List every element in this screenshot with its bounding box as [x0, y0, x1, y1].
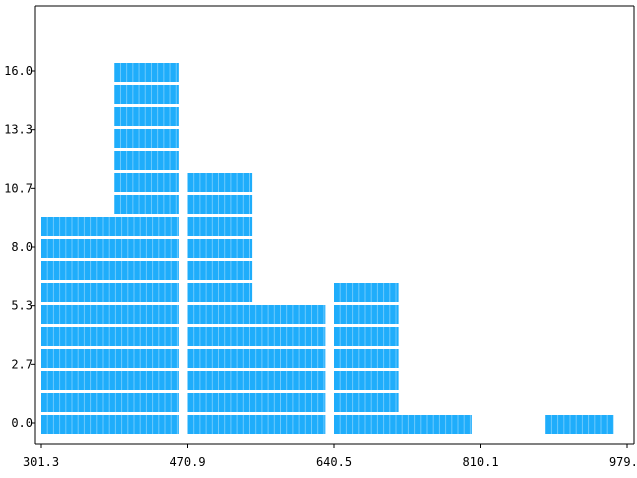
- y-tick-label: 0.0: [11, 416, 33, 430]
- bar-segment: [187, 261, 253, 280]
- bar-segment-fill: [334, 415, 472, 434]
- bar-segment: [114, 63, 179, 82]
- bars: [41, 63, 614, 434]
- bar-segment: [41, 327, 179, 346]
- bar-segment: [114, 173, 179, 192]
- bar-segment-fill: [114, 151, 179, 170]
- bar-segment-fill: [545, 415, 614, 434]
- bar-segment: [41, 305, 179, 324]
- bar-segment: [187, 415, 326, 434]
- bar-segment-fill: [187, 349, 326, 368]
- bar-segment-fill: [187, 393, 326, 412]
- bar-segment-fill: [187, 371, 326, 390]
- bar-segment: [187, 195, 253, 214]
- bar-segment: [187, 393, 326, 412]
- bar-segment: [41, 239, 179, 258]
- bar-segment-fill: [187, 239, 253, 258]
- y-tick-label: 8.0: [11, 240, 33, 254]
- x-tick-label: 470.9: [169, 455, 205, 469]
- bar-segment-fill: [187, 217, 253, 236]
- bar-segment-fill: [187, 415, 326, 434]
- bar-segment-fill: [114, 129, 179, 148]
- y-tick-label: 5.3: [11, 299, 33, 313]
- bar-segment-fill: [114, 85, 179, 104]
- bar-segment: [334, 305, 399, 324]
- bar-segment-fill: [187, 173, 253, 192]
- bar-segment-fill: [187, 327, 326, 346]
- bar-segment-fill: [41, 305, 179, 324]
- bar-segment-fill: [41, 261, 179, 280]
- bar-segment-fill: [114, 173, 179, 192]
- bar-segment-fill: [334, 327, 399, 346]
- bar-segment: [334, 415, 472, 434]
- bar-segment-fill: [41, 393, 179, 412]
- bar-segment: [41, 261, 179, 280]
- bar-segment-fill: [334, 305, 399, 324]
- y-ticks: 0.0 2.7 5.3 8.0 10.7 13.3 16.0: [4, 64, 35, 430]
- bar-segment: [187, 217, 253, 236]
- y-tick-label: 10.7: [4, 181, 33, 195]
- bar-segment: [41, 371, 179, 390]
- bar-segment-fill: [41, 415, 179, 434]
- bar-segment-fill: [187, 283, 253, 302]
- x-tick-label: 640.5: [316, 455, 352, 469]
- bar-segment: [334, 393, 399, 412]
- bar-segment: [334, 283, 399, 302]
- y-tick-label: 2.7: [11, 357, 33, 371]
- bar-segment: [334, 327, 399, 346]
- bar-segment: [41, 217, 179, 236]
- x-tick-label: 810.1: [462, 455, 498, 469]
- bar-segment: [114, 151, 179, 170]
- y-tick-label: 16.0: [4, 64, 33, 78]
- bar-segment: [187, 173, 253, 192]
- bar-segment-fill: [41, 349, 179, 368]
- bar-segment-fill: [41, 239, 179, 258]
- bar-segment: [41, 393, 179, 412]
- bar-segment: [187, 349, 326, 368]
- bar-segment: [187, 371, 326, 390]
- bar-segment-fill: [334, 371, 399, 390]
- bar-segment-fill: [334, 283, 399, 302]
- bar-segment-fill: [334, 349, 399, 368]
- y-tick-label: 13.3: [4, 123, 33, 137]
- bar-segment: [187, 327, 326, 346]
- bar-segment: [545, 415, 614, 434]
- bar-segment: [334, 349, 399, 368]
- bar-segment: [41, 415, 179, 434]
- bar-segment: [41, 349, 179, 368]
- bar-segment: [187, 283, 253, 302]
- bar-segment-fill: [187, 261, 253, 280]
- bar-segment: [114, 129, 179, 148]
- bar-segment-fill: [41, 327, 179, 346]
- bar-segment: [114, 195, 179, 214]
- bar-segment-fill: [114, 195, 179, 214]
- bar-segment: [114, 85, 179, 104]
- bar-segment: [41, 283, 179, 302]
- bar-segment: [187, 239, 253, 258]
- bar-segment-fill: [41, 283, 179, 302]
- bar-segment-fill: [41, 217, 179, 236]
- bar-segment-fill: [187, 195, 253, 214]
- bar-segment-fill: [114, 107, 179, 126]
- x-tick-label: 979.7: [609, 455, 637, 469]
- bar-segment: [187, 305, 326, 324]
- bar-segment-fill: [187, 305, 326, 324]
- bar-segment-fill: [114, 63, 179, 82]
- bar-segment-fill: [334, 393, 399, 412]
- bar-segment: [114, 107, 179, 126]
- x-ticks: 301.3 470.9 640.5 810.1 979.7: [23, 444, 637, 469]
- bar-segment-fill: [41, 371, 179, 390]
- x-tick-label: 301.3: [23, 455, 59, 469]
- bar-segment: [334, 371, 399, 390]
